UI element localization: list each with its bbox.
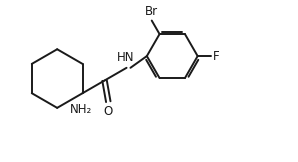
Text: O: O: [104, 105, 113, 118]
Text: Br: Br: [145, 5, 158, 18]
Text: HN: HN: [117, 51, 134, 64]
Text: F: F: [213, 50, 220, 63]
Text: NH₂: NH₂: [69, 103, 92, 116]
